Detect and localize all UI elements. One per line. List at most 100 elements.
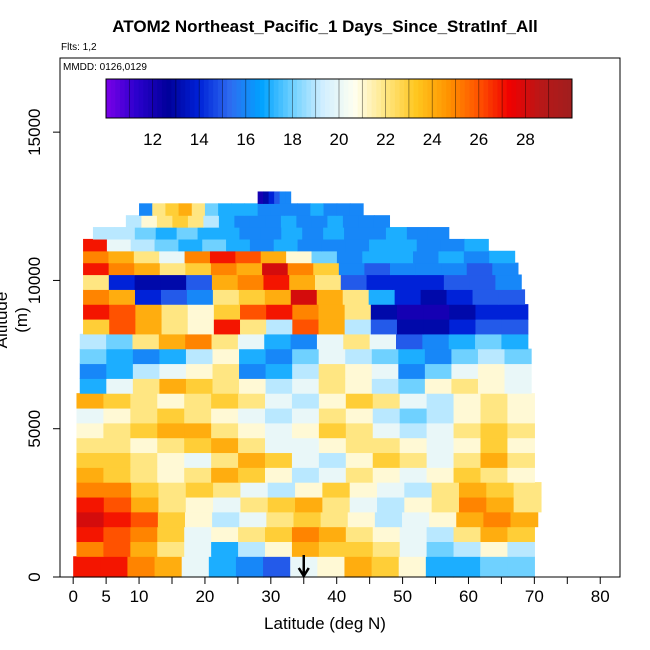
heatmap-cell [236,262,263,276]
heatmap-cell [130,467,158,483]
heatmap-cell [237,333,265,350]
heatmap-cell [267,482,296,498]
colorbar-segment [362,79,368,118]
heatmap-cell [211,437,239,454]
heatmap-cell [109,304,136,320]
heatmap-cell [507,393,535,409]
heatmap-cell [426,467,455,483]
heatmap-cell [76,511,105,528]
heatmap-cell [204,203,219,216]
heatmap-cell [249,238,275,252]
colorbar-segment [255,79,261,118]
colorbar-segment [492,79,498,118]
heatmap-band [139,203,364,216]
heatmap-cell [345,378,373,394]
heatmap-cell [203,215,220,228]
heatmap-cell [265,378,293,394]
colorbar-border [105,78,573,119]
heatmap-cell [157,541,185,557]
x-tick-label: 10 [130,587,149,606]
heatmap-cell [134,227,157,240]
heatmap-cell [480,541,509,557]
colorbar-segment [161,79,168,118]
colorbar-segment [147,79,154,118]
heatmap-cell [103,511,132,528]
heatmap-cell [425,556,454,578]
heatmap-cell [420,289,448,305]
heatmap-cell [184,250,211,264]
heatmap-cell [458,496,487,513]
heatmap-cell [448,333,476,350]
colorbar-segment [441,79,447,118]
heatmap-cell [486,482,515,498]
heatmap-band [76,511,539,528]
y-axis: 0 5000 10000 15000 [25,109,60,582]
heatmap-cell [338,262,366,276]
heatmap-cell [372,467,401,483]
heatmap-cell [130,541,158,557]
heatmap-cell [154,238,179,252]
heatmap-cell [477,378,506,394]
heatmap-cell [504,378,532,394]
heatmap-cell [501,333,529,350]
heatmap-cell [342,215,360,228]
heatmap-band [83,304,529,320]
colorbar-segment [301,79,307,118]
heatmap-cell [287,262,314,276]
colorbar-segment [469,79,475,118]
heatmap-cell [311,215,328,228]
heatmap-cell [426,422,455,439]
heatmap-cell [213,482,241,498]
heatmap-cell [240,304,267,320]
colorbar-segment [269,79,275,118]
heatmap-band [83,274,522,290]
heatmap-cell [187,304,215,320]
flights-label: Flts: 1,2 [61,42,97,53]
y-tick-label: 10000 [25,257,44,304]
heatmap-cell [399,541,428,557]
colorbar-segment [259,79,265,118]
heatmap-cell [211,333,239,350]
heatmap-cell [159,378,187,394]
heatmap-cell [323,227,345,240]
heatmap-cell [345,467,374,483]
colorbar-segment [241,79,247,118]
colorbar-segment [166,79,172,118]
colorbar-segment [418,79,424,118]
heatmap-cell [296,215,313,228]
heatmap-cell [158,496,187,513]
colorbar-segment [432,79,438,118]
heatmap-cell [394,289,422,305]
heatmap-cell [370,304,398,320]
colorbar-segment [189,79,196,118]
heatmap-cell [286,250,313,264]
heatmap-cell [208,556,237,578]
heatmap-cell [290,333,318,350]
heatmap-cell [265,407,293,424]
heatmap-cell [342,289,370,305]
heatmap-cell [157,422,185,439]
heatmap-cell [83,262,110,276]
heatmap-cell [130,526,158,543]
colorbar-segment [553,79,559,118]
heatmap-cell [187,215,204,228]
heatmap-cell [406,227,429,240]
heatmap-cell [266,511,295,528]
heatmap-cell [372,422,401,439]
heatmap-cell [157,511,186,528]
heatmap-cell [318,363,346,379]
heatmap-cell [320,511,349,528]
heatmap-cell [371,378,399,394]
heatmap-cell [158,482,187,498]
heatmap-cell [364,262,391,276]
heatmap-cell [184,393,212,409]
heatmap-cell [257,203,272,216]
heatmap-cell [125,215,142,228]
heatmap-cell [475,318,503,335]
heatmap-cell [377,482,405,498]
heatmap-cell [507,422,535,439]
heatmap-cell [483,511,512,528]
heatmap-cell [453,422,482,439]
heatmap-cell [265,363,293,379]
colorbar-segment [567,79,573,118]
